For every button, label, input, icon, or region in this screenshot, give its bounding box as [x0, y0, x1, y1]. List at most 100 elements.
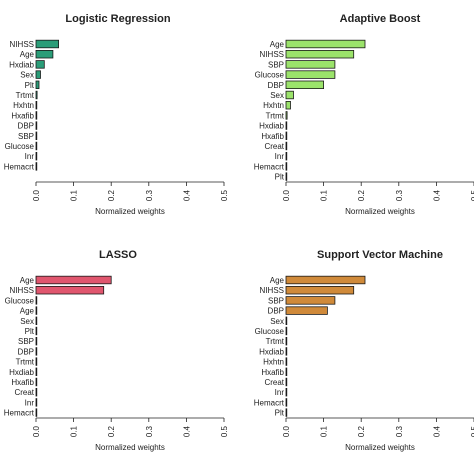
panel3-title: LASSO	[99, 249, 137, 261]
panel3-x-tick-label-3: 0.3	[145, 425, 154, 437]
panel2-bar-12	[285, 162, 288, 171]
panel2-x-tick-label-1: 0.1	[320, 189, 329, 201]
panel4-bar-8	[285, 357, 288, 366]
panel2-bar-13	[285, 172, 288, 181]
panel2-category-label-7: Trtmt	[266, 111, 285, 120]
panel3-category-label-10: Hxafib	[11, 378, 34, 387]
panel2-bar-1	[285, 50, 355, 59]
panel1-x-tick-label-5: 0.5	[220, 189, 229, 201]
panel3-x-tick-label-1: 0.1	[70, 425, 79, 437]
panel2-category-label-3: Glucose	[255, 71, 285, 80]
panel3-category-label-1: NIHSS	[10, 286, 34, 295]
panel2-category-label-9: Hxafib	[261, 132, 284, 141]
panel3-bar-9	[35, 367, 38, 376]
panel3-bar-2	[35, 296, 38, 305]
panel3-bar-1	[35, 285, 105, 295]
panel3-category-label-12: Inr	[25, 398, 35, 407]
panel3-category-label-7: DBP	[18, 347, 34, 356]
panel2-bar-2	[285, 60, 336, 69]
panel1-bar-7	[35, 111, 38, 120]
panel2-category-label-2: SBP	[268, 60, 284, 69]
panel3-category-label-3: Age	[20, 307, 35, 316]
panel3-category-label-13: Hemacrt	[4, 409, 35, 418]
panel1-bar-1	[35, 50, 54, 59]
panel4-category-label-1: NIHSS	[260, 286, 284, 295]
panel4-category-label-11: Inr	[275, 388, 285, 397]
panel2-category-label-10: Creat	[264, 142, 284, 151]
panel2-x-tick-label-2: 0.2	[357, 189, 366, 201]
panel4-x-tick-label-1: 0.1	[320, 425, 329, 437]
panel4-bar-13	[285, 408, 288, 417]
panel4-category-label-8: Hxhtn	[263, 358, 284, 367]
panel3-category-label-4: Sex	[20, 317, 34, 326]
panel4-bar-1	[285, 285, 355, 295]
panel1-category-label-1: Age	[20, 50, 35, 59]
panel3-bar-8	[35, 357, 38, 366]
panel3-category-label-2: Glucose	[5, 296, 35, 305]
panel4-category-label-10: Creat	[264, 378, 284, 387]
panel4-category-label-13: Plt	[275, 409, 285, 418]
panel4-bar-10	[285, 377, 288, 387]
panel2-bar-3	[285, 70, 336, 79]
panel1-category-label-12: Hemacrt	[4, 162, 35, 171]
panel1-x-tick-label-0: 0.0	[32, 189, 41, 201]
panel2-bar-11	[285, 151, 288, 161]
panel1-category-label-2: Hxdiab	[9, 60, 34, 69]
panel2-bar-6	[285, 101, 291, 110]
panel4-x-tick-label-4: 0.4	[432, 425, 441, 437]
panel2-bar-10	[285, 141, 288, 151]
panel2-category-label-0: Age	[270, 40, 285, 49]
panel2-x-tick-label-0: 0.0	[282, 189, 291, 201]
panel1-bar-4	[35, 80, 40, 89]
panel4-x-tick-label-3: 0.3	[395, 425, 404, 437]
panel1-bar-2	[35, 60, 45, 69]
panel3-x-axis-label: Normalized weights	[95, 443, 165, 452]
panel4-x-tick-label-5: 0.5	[470, 425, 474, 437]
panel4-bar-6	[285, 336, 288, 346]
panel2-category-label-4: DBP	[268, 81, 284, 90]
panel4-category-label-7: Hxdiab	[259, 347, 284, 356]
panel3-bar-6	[35, 336, 38, 346]
panel1-category-label-10: Glucose	[5, 142, 35, 151]
panel2-category-label-11: Inr	[275, 152, 285, 161]
panel4-category-label-6: Trtmt	[266, 337, 285, 346]
panel3-x-tick-label-4: 0.4	[182, 425, 191, 437]
panel4-category-label-0: Age	[270, 276, 285, 285]
panel2-bar-4	[285, 80, 324, 89]
panel3-bar-4	[35, 316, 38, 325]
panel4-category-label-2: SBP	[268, 296, 284, 305]
panel3-bar-0	[35, 275, 112, 285]
panel1-title: Logistic Regression	[65, 13, 170, 25]
panel1-bar-8	[35, 121, 38, 130]
panel1-bar-10	[35, 141, 38, 151]
panel1-bar-0	[35, 39, 60, 49]
panel1-category-label-8: DBP	[18, 122, 34, 131]
panel4-category-label-5: Glucose	[255, 327, 285, 336]
panel2-title: Adaptive Boost	[340, 13, 421, 25]
panel3-bar-12	[35, 398, 38, 407]
panel4-category-label-4: Sex	[270, 317, 284, 326]
panel1-category-label-11: Inr	[25, 152, 35, 161]
panel4-bar-9	[285, 367, 288, 376]
panel2-category-label-12: Hemacrt	[254, 162, 285, 171]
panel2-x-axis-label: Normalized weights	[345, 207, 415, 216]
panel1-x-tick-label-2: 0.2	[107, 189, 116, 201]
panel3-bar-13	[35, 408, 38, 417]
panel1-bar-5	[35, 90, 38, 100]
panel3-category-label-11: Creat	[14, 388, 34, 397]
panel4-bar-3	[285, 306, 328, 315]
panel4-bar-2	[285, 296, 336, 305]
panel4-bar-7	[285, 347, 288, 356]
panel3-category-label-6: SBP	[18, 337, 34, 346]
panel4-x-tick-label-2: 0.2	[357, 425, 366, 437]
panel3-x-tick-label-5: 0.5	[220, 425, 229, 437]
panel4-bar-11	[285, 387, 288, 397]
panel1-category-label-5: Trtmt	[16, 91, 35, 100]
panel2-category-label-8: Hxdiab	[259, 122, 284, 131]
panel4-category-label-3: DBP	[268, 307, 284, 316]
panel1-bar-6	[35, 101, 38, 110]
panel2-bar-5	[285, 90, 294, 100]
panel3-x-tick-label-2: 0.2	[107, 425, 116, 437]
panel3-category-label-0: Age	[20, 276, 35, 285]
